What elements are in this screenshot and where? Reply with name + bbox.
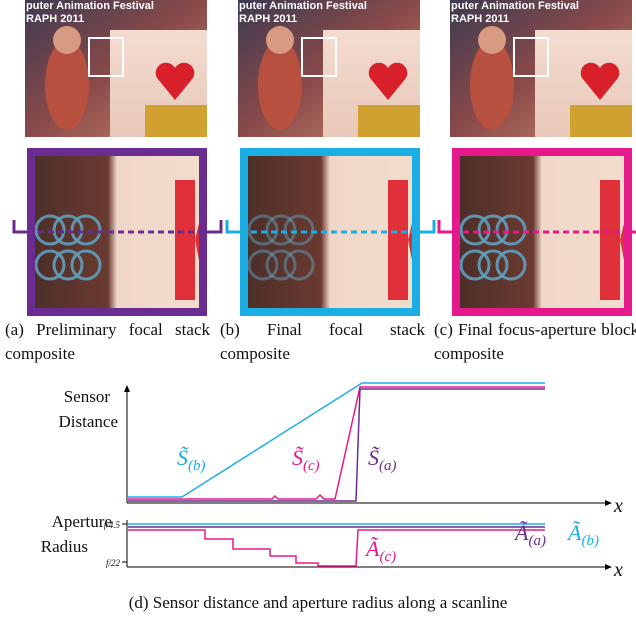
axis-label: Radius [41,537,88,556]
tick-label: f/22 [106,558,121,568]
poster-text: RAPH 2011 [239,13,297,25]
curve-symbol: Ã [566,520,582,545]
arrow [605,564,612,570]
curve-c [128,530,545,566]
x-label: x [613,559,623,581]
tick-label: f/4.5 [104,520,121,530]
x-label: x [613,495,623,517]
curve-label: S̃(a) [368,445,397,474]
subcaption: (c) Final focus-aperture block composite [434,318,636,366]
poster-text: puter Animation Festival [26,0,154,12]
figure-head [53,26,81,54]
king [145,105,207,137]
curve-label: Ã(b) [566,520,599,549]
axis-label: Distance [59,412,118,431]
caption: (d) Sensor distance and aperture radius … [129,593,508,612]
poster-text: puter Animation Festival [451,0,579,12]
poster-text: RAPH 2011 [26,13,84,25]
king [570,105,632,137]
curve-label: S̃(b) [177,445,206,474]
arrow [124,385,130,392]
poster-text: RAPH 2011 [451,13,509,25]
curve-label: S̃(c) [292,445,320,474]
figure: puter Animation FestivalRAPH 2011puter A… [0,0,636,621]
curve-subscript: (c) [379,549,396,565]
curve-subscript: (b) [581,533,599,549]
axis-label: Sensor [64,387,111,406]
arrow [605,500,612,506]
subcaption: (b) Final focal stack composite [220,318,425,366]
curve-subscript: (a) [379,458,397,474]
curve-b [128,383,545,497]
curve-label: Ã(c) [364,536,396,565]
figure-graphics: puter Animation FestivalRAPH 2011puter A… [0,0,636,621]
curve-a [128,389,545,501]
curve-symbol: Ã [513,520,529,545]
curve-c [128,387,545,499]
curve-symbol: Ã [364,536,380,561]
curve-subscript: (c) [303,458,320,474]
king [358,105,420,137]
figure-head [266,26,294,54]
curve-subscript: (a) [528,533,546,549]
curve-subscript: (b) [188,458,206,474]
poster-text: puter Animation Festival [239,0,367,12]
subcaption: (a) Preliminary focal stack composite [5,318,210,366]
figure-head [478,26,506,54]
